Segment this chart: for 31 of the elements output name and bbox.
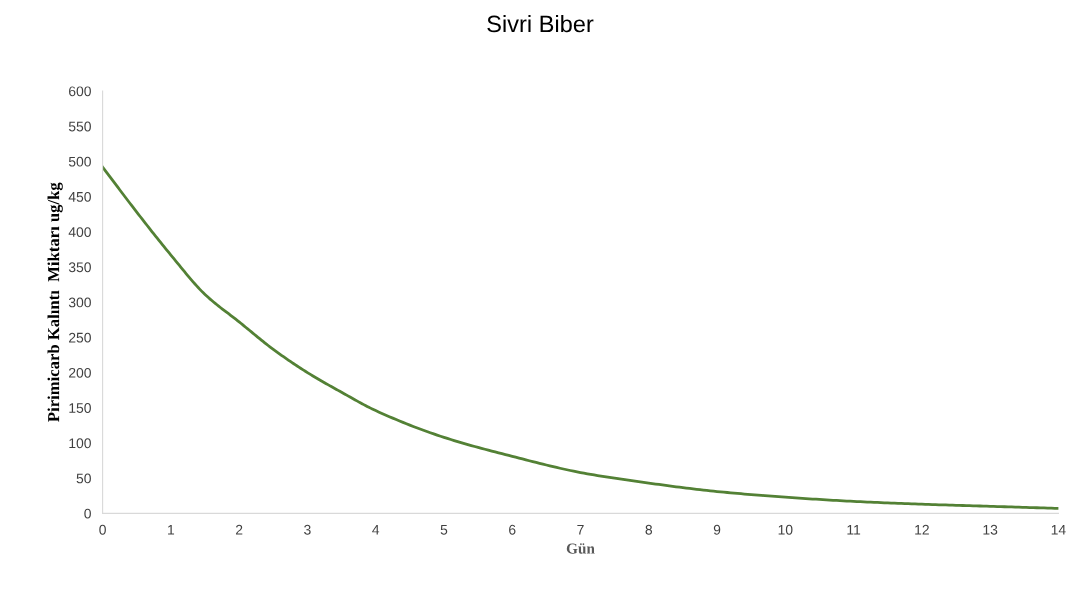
x-tick-label: 7 [577, 524, 584, 535]
y-tick-label: 150 [69, 403, 91, 413]
x-tick-label: 8 [645, 524, 653, 535]
x-tick-label: 5 [440, 524, 448, 535]
y-tick-label: 0 [84, 508, 91, 519]
x-tick-label: 11 [847, 524, 861, 535]
y-tick-label: 350 [68, 262, 91, 273]
y-tick-label: 200 [69, 367, 91, 378]
x-tick-label: 1 [168, 524, 175, 535]
x-tick-label: 3 [304, 524, 311, 535]
x-tick-label: 6 [509, 524, 516, 535]
chart-title: Sivri Biber [487, 14, 594, 33]
y-axis-title: Pirimicarb Kalıntı Miktarı ug/kg [47, 182, 63, 422]
y-tick-label: 600 [69, 86, 91, 97]
y-tick-label: 450 [68, 191, 91, 202]
y-tick-label: 250 [69, 332, 91, 343]
y-tick-label: 300 [68, 297, 91, 308]
x-tick-label: 10 [778, 524, 793, 535]
y-tick-label: 500 [68, 156, 91, 167]
x-axis-title: Gün [566, 543, 595, 554]
y-tick-label: 400 [68, 227, 91, 237]
x-tick-label: 9 [713, 524, 721, 535]
x-tick-label: 0 [99, 524, 106, 535]
x-tick-label: 12 [915, 524, 929, 535]
y-tick-label: 100 [69, 438, 91, 449]
y-tick-label: 550 [68, 121, 91, 132]
x-tick-label: 14 [1051, 524, 1066, 535]
x-tick-label: 13 [983, 524, 998, 535]
x-tick-label: 2 [235, 524, 243, 535]
y-tick-label: 50 [76, 473, 91, 484]
x-tick-label: 4 [372, 524, 380, 535]
